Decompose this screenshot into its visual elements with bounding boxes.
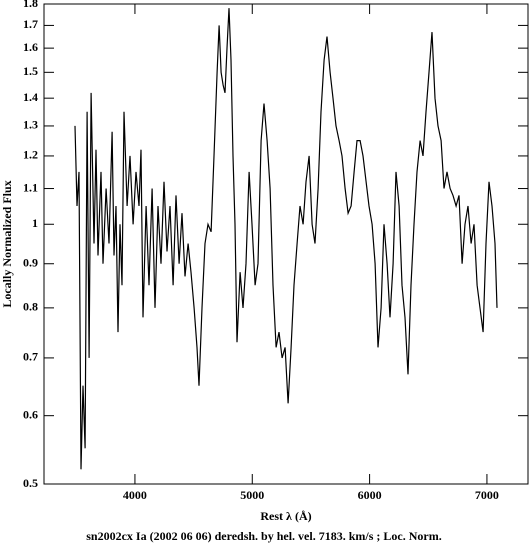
y-tick-label: 1.1 [23, 180, 38, 194]
caption: sn2002cx Ia (2002 06 06) deredsh. by hel… [86, 529, 441, 543]
y-tick-label: 0.6 [23, 407, 38, 421]
spectrum-line [74, 8, 498, 470]
y-tick-label: 1.7 [23, 17, 38, 31]
y-tick-label: 1.3 [23, 118, 38, 132]
y-tick-label: 0.7 [23, 350, 38, 364]
x-tick-label: 5000 [240, 488, 264, 502]
y-tick-label: 0.8 [23, 300, 38, 314]
y-tick-label: 1 [32, 216, 38, 230]
y-tick-label: 0.9 [23, 255, 38, 269]
y-tick-label: 1.8 [23, 0, 38, 10]
y-tick-label: 1.2 [23, 148, 38, 162]
x-tick-label: 7000 [475, 488, 499, 502]
x-tick-label: 6000 [358, 488, 382, 502]
y-tick-label: 1.4 [23, 90, 38, 104]
x-axis-label: Rest λ (Å) [260, 509, 311, 523]
y-axis-label: Locally Normalized Flux [0, 180, 14, 307]
y-tick-label: 1.5 [23, 64, 38, 78]
plot-frame [43, 3, 529, 485]
y-tick-label: 1.6 [23, 40, 38, 54]
y-tick-label: 0.5 [23, 476, 38, 490]
x-tick-label: 4000 [123, 488, 147, 502]
